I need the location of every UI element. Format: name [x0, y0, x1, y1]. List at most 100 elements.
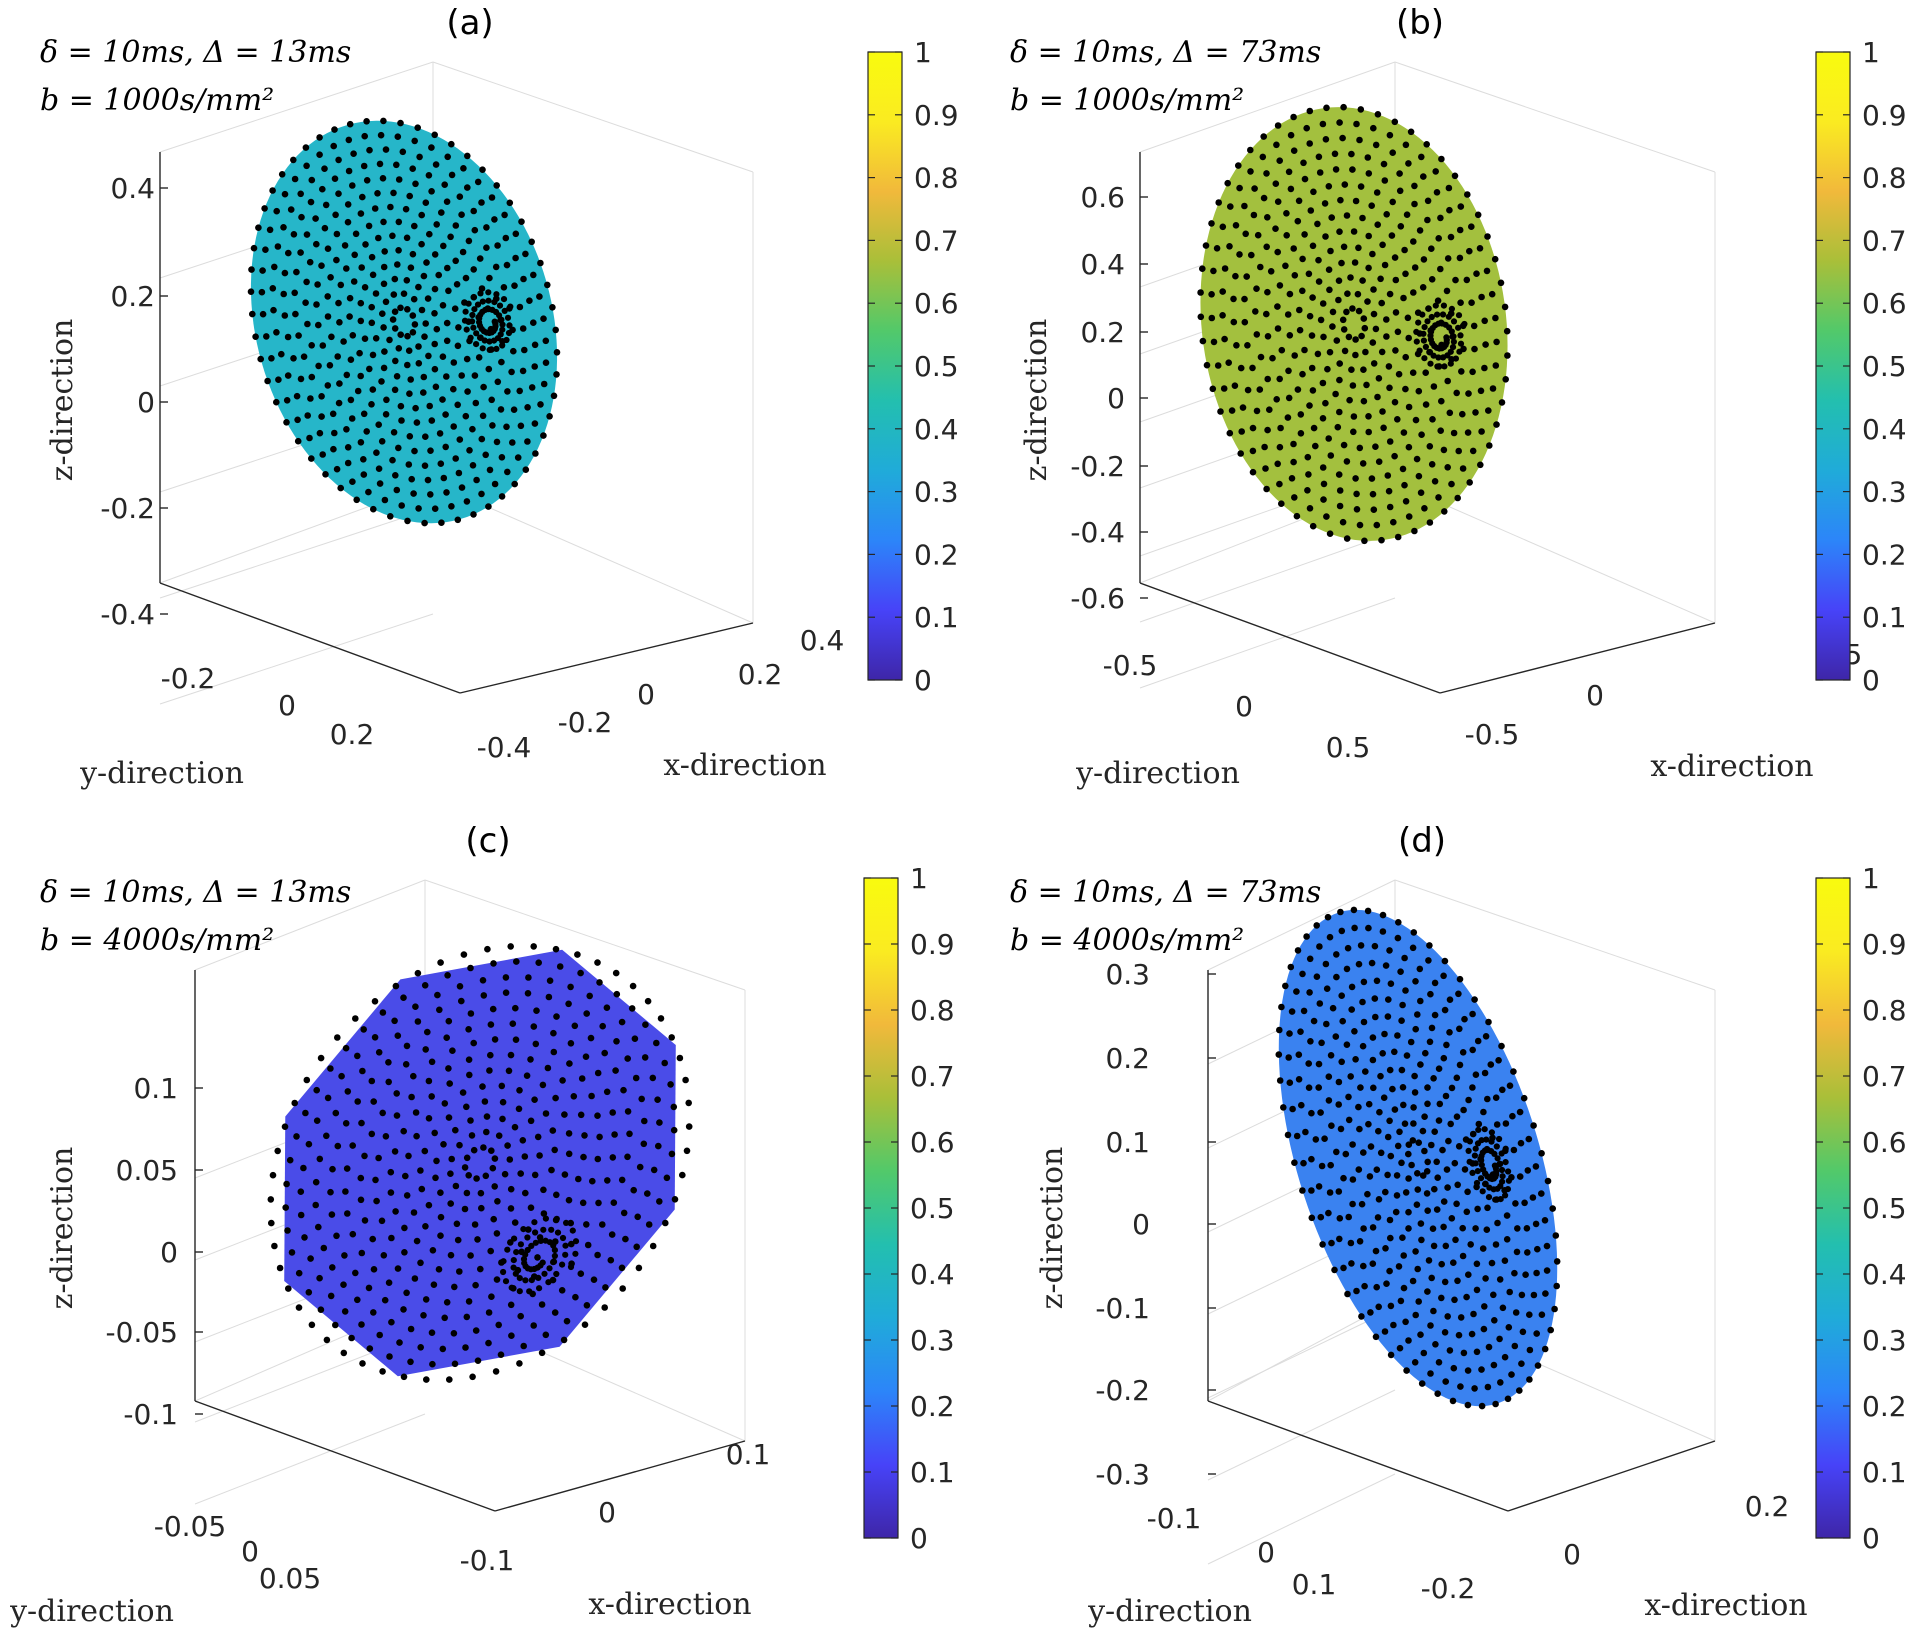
sample-point	[1328, 214, 1335, 221]
sample-point	[1411, 1072, 1418, 1080]
sample-point	[1302, 1128, 1309, 1136]
sample-point	[541, 1270, 548, 1277]
sample-point	[312, 1201, 320, 1209]
sample-point	[354, 1052, 361, 1060]
sample-point	[1297, 1028, 1304, 1035]
sample-point	[486, 466, 494, 474]
sample-point	[1342, 1150, 1350, 1158]
sample-point	[302, 1109, 309, 1117]
sample-point	[465, 1172, 473, 1179]
sample-point	[443, 489, 450, 496]
sample-point	[1361, 324, 1369, 332]
sample-point	[624, 1108, 632, 1115]
sample-point	[1316, 943, 1323, 950]
sample-point	[1374, 111, 1382, 118]
sample-point	[293, 392, 301, 400]
sample-point	[365, 488, 372, 496]
sample-point	[348, 415, 356, 422]
sample-point	[1439, 1146, 1446, 1154]
sample-point	[1278, 346, 1286, 354]
sample-point	[437, 460, 445, 468]
sample-point	[1347, 274, 1354, 281]
sample-point	[397, 304, 404, 312]
sample-point	[1307, 1038, 1314, 1045]
sample-point	[1392, 1208, 1400, 1216]
sample-point	[387, 1189, 395, 1196]
sample-point	[396, 1339, 403, 1346]
x-axis-line	[1507, 1440, 1716, 1512]
sample-point	[435, 271, 443, 279]
sample-point	[1344, 290, 1351, 298]
sample-point	[411, 321, 419, 328]
sample-point	[1417, 997, 1424, 1005]
sample-point	[1435, 1065, 1443, 1072]
sample-point	[1348, 1260, 1355, 1267]
sample-point	[1420, 1349, 1428, 1357]
sample-point	[1428, 1274, 1435, 1282]
sample-point	[685, 1099, 692, 1107]
sample-point	[302, 144, 310, 151]
sample-point	[480, 1144, 487, 1151]
sample-point	[538, 1349, 546, 1357]
z-axis-label: z-direction	[45, 1147, 80, 1310]
sample-point	[1290, 245, 1297, 252]
sample-point	[572, 1250, 579, 1257]
sample-point	[1551, 1305, 1558, 1313]
sample-point	[516, 1360, 523, 1367]
sample-point	[1308, 1155, 1315, 1163]
sample-point	[361, 132, 369, 140]
sample-point	[527, 1117, 535, 1125]
sample-point	[345, 136, 353, 144]
sample-point	[533, 1007, 540, 1014]
sample-point	[456, 193, 464, 200]
sample-point	[271, 263, 278, 271]
sample-point	[1326, 348, 1334, 356]
sample-point	[1337, 196, 1344, 204]
sample-point	[465, 1298, 473, 1305]
surface-group	[1278, 909, 1558, 1407]
sample-point	[1419, 1127, 1427, 1135]
sample-point	[1446, 206, 1453, 214]
sample-point	[431, 251, 439, 258]
sample-point	[1493, 1121, 1501, 1128]
sample-point	[1475, 1120, 1483, 1128]
sample-point	[469, 1373, 476, 1381]
sample-point	[1429, 416, 1436, 423]
sample-point	[1402, 1318, 1409, 1326]
sample-point	[1491, 255, 1499, 263]
sample-point	[347, 356, 355, 364]
sample-point	[1379, 408, 1386, 415]
sample-point	[1440, 1198, 1448, 1205]
sample-point	[469, 318, 476, 325]
sample-point	[1438, 155, 1445, 163]
sample-point	[1513, 1248, 1521, 1256]
sample-point	[1389, 198, 1396, 206]
sample-point	[1309, 242, 1317, 250]
sample-point	[1399, 1001, 1406, 1009]
sample-point	[1378, 348, 1386, 356]
sample-point	[1213, 245, 1221, 252]
sample-point	[1299, 287, 1306, 295]
sample-point	[380, 263, 388, 271]
sample-point	[421, 1147, 429, 1155]
sample-point	[284, 333, 292, 341]
sample-point	[1416, 227, 1424, 234]
sample-point	[1413, 455, 1421, 463]
sample-point	[577, 1270, 585, 1277]
sample-point	[371, 205, 379, 212]
sample-point	[1299, 370, 1306, 378]
sample-point	[1317, 316, 1325, 324]
sample-point	[1434, 1174, 1441, 1181]
sample-point	[1289, 1105, 1296, 1113]
sample-point	[501, 1170, 509, 1178]
sample-point	[1541, 1217, 1549, 1224]
annotation-timing: δ = 10ms, Δ = 13ms	[40, 35, 351, 70]
sample-point	[1503, 1236, 1511, 1243]
sample-point	[1430, 383, 1438, 390]
sample-point	[324, 245, 332, 252]
sample-point	[498, 316, 505, 323]
sample-point	[504, 1246, 511, 1253]
sample-point	[1388, 232, 1396, 239]
sample-point	[618, 1176, 626, 1184]
sample-point	[1391, 452, 1398, 460]
